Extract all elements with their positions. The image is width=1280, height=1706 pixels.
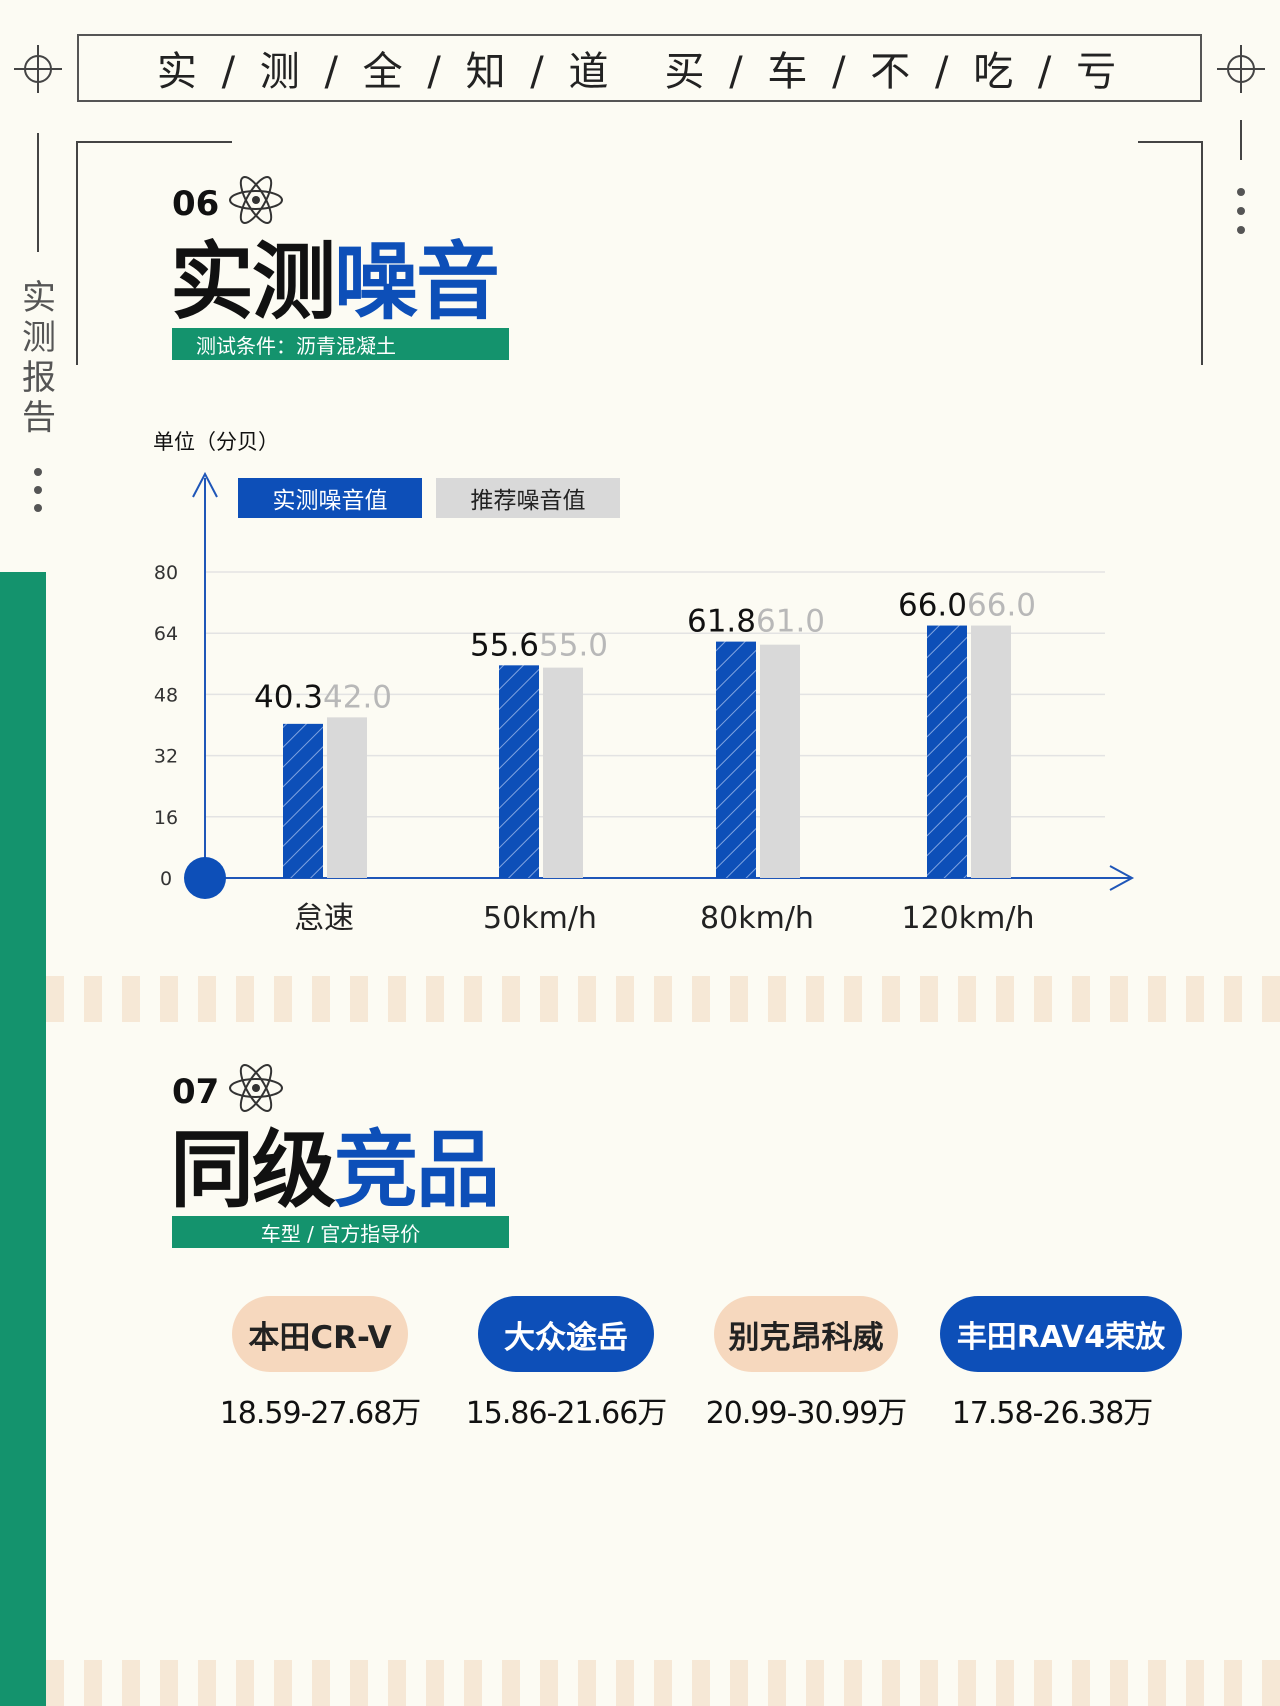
section-06-subtitle: 测试条件：沥青混凝土 bbox=[172, 328, 509, 360]
competitor-card: 大众途岳 bbox=[478, 1296, 654, 1372]
section-06-title-blue: 噪音 bbox=[334, 233, 500, 331]
competitor-price: 15.86-21.66万 bbox=[465, 1396, 668, 1431]
bar-recommended bbox=[760, 644, 800, 878]
data-label-recommended: 66.0 bbox=[967, 588, 1036, 624]
data-label-measured: 66.0 bbox=[898, 588, 967, 624]
competitor-price: 17.58-26.38万 bbox=[951, 1396, 1154, 1431]
y-tick-label: 64 bbox=[154, 623, 178, 645]
competitor-name-pill: 大众途岳 bbox=[478, 1296, 654, 1372]
data-label-recommended: 42.0 bbox=[323, 679, 392, 715]
data-label-measured: 40.3 bbox=[254, 679, 323, 715]
section-07-title-black: 同级 bbox=[170, 1121, 336, 1219]
data-label-recommended: 61.0 bbox=[756, 604, 825, 640]
y-tick-label: 80 bbox=[154, 562, 178, 584]
x-category-label: 怠速 bbox=[294, 901, 354, 936]
x-category-label: 120km/h bbox=[902, 901, 1035, 936]
section-07-title-blue: 竞品 bbox=[334, 1121, 500, 1219]
section-07-number: 07 bbox=[172, 1072, 220, 1112]
competitor-card: 本田CR-V bbox=[232, 1296, 408, 1372]
legend-recommended: 推荐噪音值 bbox=[436, 478, 620, 518]
bar-measured bbox=[716, 641, 756, 878]
stripe-divider-bottom bbox=[46, 1660, 1280, 1706]
x-axis-arrow bbox=[1109, 865, 1135, 891]
competitor-name-pill: 别克昂科威 bbox=[714, 1296, 898, 1372]
banner-right-text: 买 / 车 / 不 / 吃 / 亏 bbox=[664, 49, 1123, 95]
competitor-card: 别克昂科威 bbox=[714, 1296, 898, 1372]
side-label: 实测报告 bbox=[22, 278, 56, 438]
axis-origin-dot bbox=[184, 857, 226, 899]
section-06-title: 实测噪音 bbox=[170, 240, 500, 324]
x-category-label: 50km/h bbox=[483, 901, 597, 936]
atom-icon bbox=[229, 176, 283, 224]
section-07-subtitle: 车型 / 官方指导价 bbox=[172, 1216, 509, 1248]
y-tick-label: 16 bbox=[154, 807, 178, 829]
competitor-price: 20.99-30.99万 bbox=[705, 1396, 908, 1431]
stripe-divider-top bbox=[46, 976, 1280, 1022]
bar-measured bbox=[927, 625, 967, 878]
chart-unit-label: 单位（分贝） bbox=[153, 430, 279, 454]
bar-recommended bbox=[543, 667, 583, 878]
competitor-name-pill: 本田CR-V bbox=[232, 1296, 408, 1372]
legend-recommended-label: 推荐噪音值 bbox=[470, 488, 586, 514]
section-06-title-black: 实测 bbox=[170, 233, 336, 331]
bar-recommended bbox=[327, 717, 367, 878]
bar-recommended bbox=[971, 625, 1011, 878]
banner-left-text: 实 / 测 / 全 / 知 / 道 bbox=[156, 49, 615, 95]
y-tick-label: 32 bbox=[154, 746, 178, 768]
legend-measured-label: 实测噪音值 bbox=[272, 488, 388, 514]
atom-icon bbox=[229, 1064, 283, 1112]
competitor-card: 丰田RAV4荣放 bbox=[940, 1296, 1182, 1372]
data-label-recommended: 55.0 bbox=[539, 627, 608, 663]
competitor-price: 18.59-27.68万 bbox=[219, 1396, 422, 1431]
data-label-measured: 55.6 bbox=[470, 627, 539, 663]
y-axis-arrow bbox=[192, 471, 218, 498]
green-side-bar bbox=[0, 572, 46, 1706]
bar-measured bbox=[499, 665, 539, 878]
section-06-number: 06 bbox=[172, 184, 220, 224]
y-tick-label: 0 bbox=[160, 868, 172, 890]
x-category-label: 80km/h bbox=[700, 901, 814, 936]
bar-measured bbox=[283, 723, 323, 878]
legend-measured: 实测噪音值 bbox=[238, 478, 422, 518]
competitor-name-pill: 丰田RAV4荣放 bbox=[940, 1296, 1182, 1372]
header-banner: 实 / 测 / 全 / 知 / 道 买 / 车 / 不 / 吃 / 亏 bbox=[77, 34, 1202, 102]
section-07-title: 同级竞品 bbox=[170, 1128, 500, 1212]
y-tick-label: 48 bbox=[154, 684, 178, 706]
data-label-measured: 61.8 bbox=[687, 604, 756, 640]
